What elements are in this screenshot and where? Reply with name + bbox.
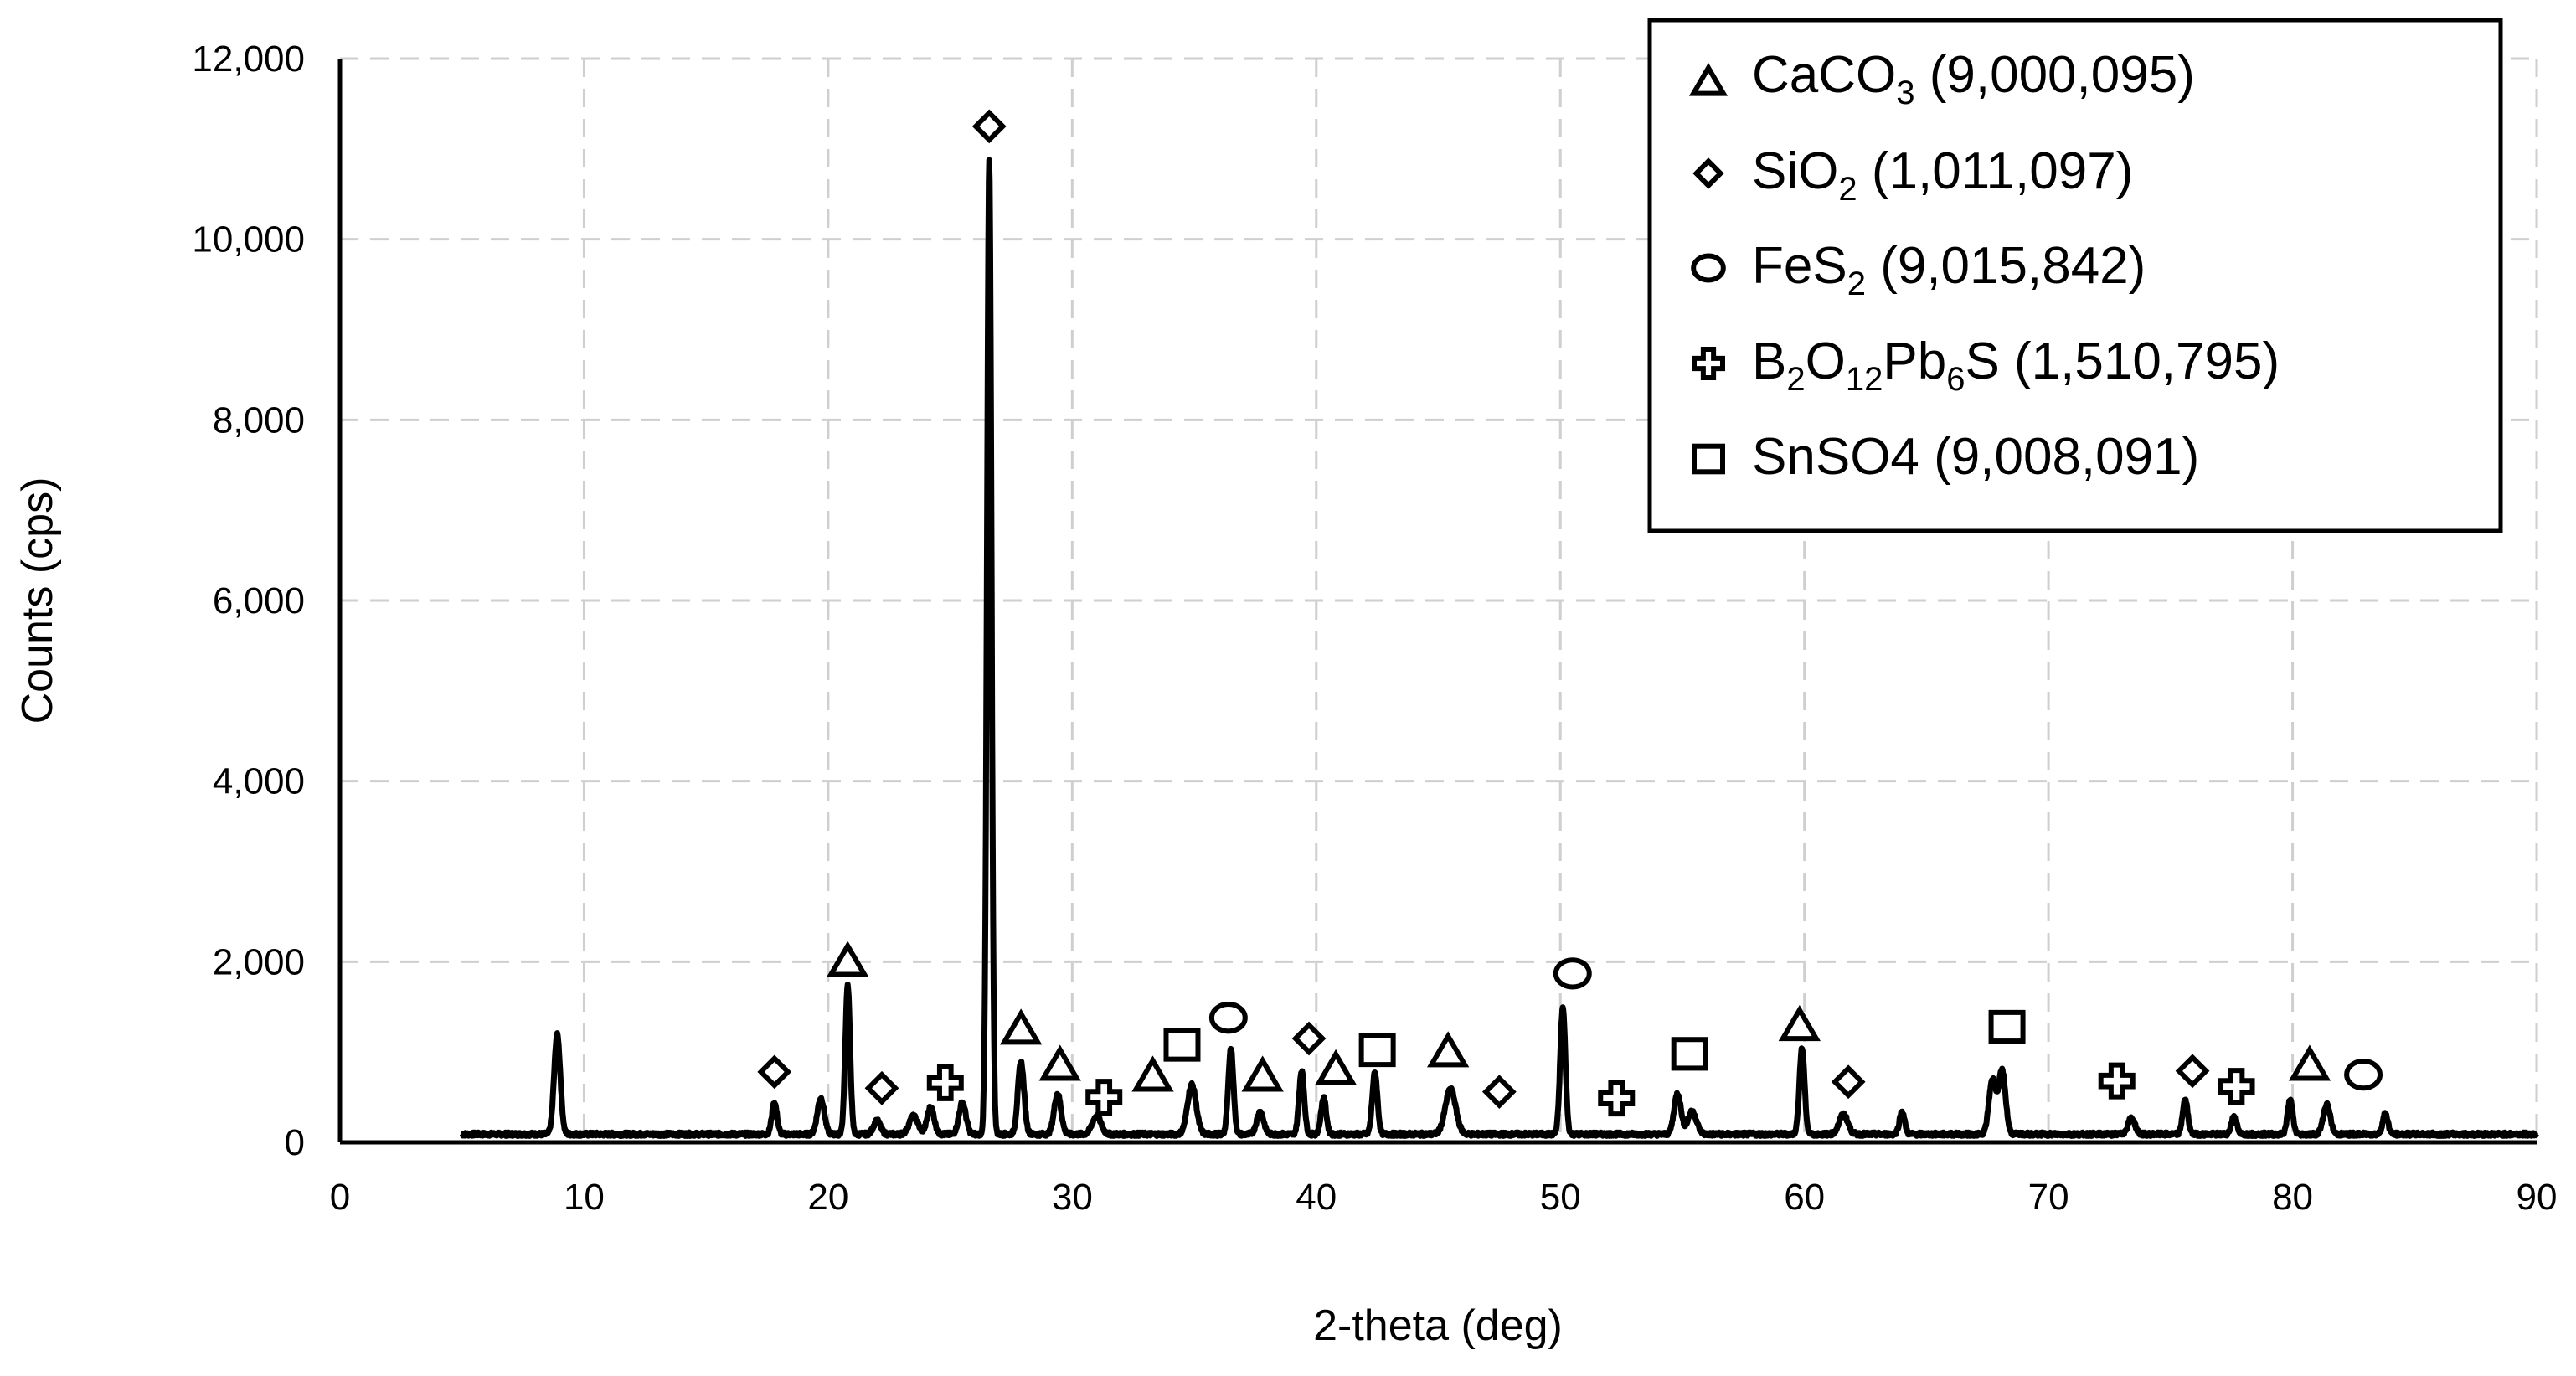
legend-label: FeS2 (9,015,842)	[1752, 237, 2146, 302]
y-tick-labels: 0 2,000 4,000 6,000 8,000 10,000 12,000	[192, 39, 305, 1163]
legend-text-part: Pb	[1883, 332, 1946, 390]
diamond-marker	[757, 1054, 792, 1090]
x-tick-label: 20	[807, 1177, 848, 1218]
y-axis-title: Counts (cps)	[13, 477, 62, 724]
square-marker	[1692, 443, 1725, 475]
square-marker	[1988, 1009, 2026, 1044]
x-tick-label: 50	[1540, 1177, 1581, 1218]
square-marker	[1163, 1028, 1201, 1062]
legend-text-part: CaCO	[1752, 46, 1896, 104]
legend-text-part: (1,011,097)	[1857, 142, 2134, 200]
triangle-marker	[827, 941, 869, 977]
legend-box	[1647, 18, 2503, 533]
x-axis-title: 2-theta (deg)	[1313, 1301, 1563, 1350]
triangle-marker	[1426, 1031, 1470, 1068]
diamond-marker	[1831, 1064, 1866, 1100]
axes	[337, 59, 2537, 1145]
legend-subscript: 3	[1896, 75, 1914, 111]
x-tick-label: 90	[2517, 1177, 2558, 1218]
triangle-marker	[999, 1008, 1043, 1045]
y-tick-label: 12,000	[192, 39, 305, 80]
legend-subscript: 2	[1786, 361, 1805, 398]
x-tick-label: 80	[2272, 1177, 2313, 1218]
legend-label: SnSO4 (9,008,091)	[1752, 428, 2199, 486]
x-tick-label: 30	[1052, 1177, 1093, 1218]
phase-markers	[757, 109, 2383, 1117]
cross-marker	[1598, 1080, 1636, 1117]
square-marker	[1358, 1033, 1396, 1068]
cross-marker	[2098, 1062, 2136, 1100]
y-tick-label: 10,000	[192, 219, 305, 260]
x-tick-labels: 0 10 20 30 40 50 60 70 80 90	[330, 1177, 2558, 1218]
cross-marker	[926, 1064, 964, 1101]
legend-text-part: O	[1806, 332, 1846, 390]
circle-marker	[2344, 1058, 2383, 1091]
y-tick-label: 6,000	[213, 580, 305, 621]
legend-subscript: 2	[1847, 265, 1866, 302]
cross-marker	[1692, 347, 1725, 380]
legend: CaCO3 (9,000,095)SiO2 (1,011,097)FeS2 (9…	[1647, 18, 2503, 533]
triangle-marker	[1688, 63, 1728, 96]
x-tick-label: 60	[1784, 1177, 1825, 1218]
legend-subscript: 12	[1846, 361, 1883, 398]
legend-subscript: 6	[1946, 361, 1965, 398]
legend-text-part: (9,000,095)	[1915, 46, 2195, 104]
legend-label: B2O12Pb6S (1,510,795)	[1752, 332, 2280, 398]
x-tick-label: 70	[2028, 1177, 2069, 1218]
diamond-marker	[1692, 157, 1724, 189]
y-tick-label: 4,000	[213, 761, 305, 802]
y-tick-label: 2,000	[213, 941, 305, 982]
legend-label: CaCO3 (9,000,095)	[1752, 46, 2195, 111]
circle-marker	[1691, 253, 1726, 283]
x-tick-label: 0	[330, 1177, 350, 1218]
legend-text-part: SnSO4 (9,008,091)	[1752, 428, 2199, 486]
x-tick-label: 10	[564, 1177, 605, 1218]
diamond-marker	[864, 1070, 899, 1105]
triangle-marker	[2288, 1044, 2331, 1081]
y-tick-label: 0	[285, 1122, 305, 1163]
legend-label: SiO2 (1,011,097)	[1752, 142, 2133, 208]
series-line-xrd-pattern	[459, 157, 2540, 1139]
legend-text-part: FeS	[1752, 237, 1847, 295]
diamond-marker	[971, 109, 1007, 144]
triangle-marker	[1241, 1055, 1284, 1092]
y-tick-label: 8,000	[213, 399, 305, 441]
legend-text-part: SiO	[1752, 142, 1838, 200]
circle-marker	[1208, 1002, 1248, 1034]
triangle-marker	[1778, 1004, 1821, 1042]
cross-marker	[2218, 1068, 2255, 1105]
diamond-marker	[1481, 1075, 1517, 1110]
triangle-marker	[1038, 1044, 1081, 1081]
legend-text-part: (9,015,842)	[1866, 237, 2146, 295]
cross-marker	[1085, 1079, 1123, 1116]
x-tick-label: 40	[1296, 1177, 1337, 1218]
legend-text-part: S (1,510,795)	[1965, 332, 2280, 390]
diamond-marker	[2175, 1054, 2210, 1089]
triangle-marker	[1131, 1055, 1174, 1092]
circle-marker	[1553, 957, 1592, 990]
gridlines	[340, 57, 2538, 1142]
diamond-marker	[1291, 1021, 1327, 1056]
legend-text-part: B	[1752, 332, 1786, 390]
triangle-marker	[1314, 1049, 1358, 1085]
square-marker	[1671, 1037, 1708, 1071]
legend-subscript: 2	[1838, 171, 1857, 208]
